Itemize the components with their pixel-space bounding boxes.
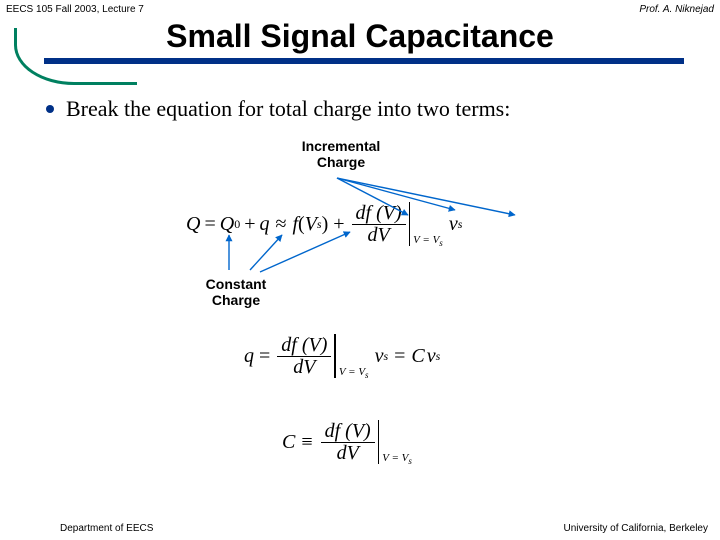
equation-total-charge: Q = Q0 + q ≈ f ( Vs ) + df (V) dV V = Vs…: [186, 202, 462, 246]
sym-q: q: [259, 213, 269, 236]
header-right: Prof. A. Niknejad: [639, 4, 714, 15]
equation-small-q: q = df (V) dV V = Vs vs = C vs: [244, 334, 440, 378]
eval-bar-icon: [409, 202, 411, 246]
bullet-text: Break the equation for total charge into…: [66, 96, 510, 122]
footer-right: University of California, Berkeley: [564, 523, 709, 534]
frac-den: dV: [363, 225, 393, 246]
slide-title: Small Signal Capacitance: [0, 18, 720, 55]
frac-dfdV-3: df (V) dV: [321, 421, 375, 464]
sym-eq2b: =: [394, 345, 405, 368]
eval-bar-icon: [378, 420, 380, 464]
sym-lpar: (: [298, 213, 305, 236]
label-constant-charge: ConstantCharge: [196, 276, 276, 308]
sym-Q0: Q: [220, 213, 234, 236]
sym-vs2: v: [427, 345, 436, 368]
frac-dfdV-1: df (V) dV: [352, 203, 406, 246]
frac-num: df (V): [277, 335, 331, 356]
bullet-row: Break the equation for total charge into…: [46, 96, 700, 122]
frac-num: df (V): [321, 421, 375, 442]
frac-num: df (V): [352, 203, 406, 224]
eval-sub: V = Vs: [339, 366, 369, 380]
frac-den: dV: [333, 443, 363, 464]
sym-eq2a: =: [259, 345, 270, 368]
sym-approx: ≈: [275, 213, 286, 236]
sym-rpar: ): [322, 213, 329, 236]
sym-plus2: +: [333, 213, 344, 236]
sym-plus1: +: [244, 213, 255, 236]
sym-C: C: [411, 345, 424, 368]
sym-Q0-sub: 0: [234, 217, 240, 232]
eval-sub: V = Vs: [413, 234, 443, 248]
bullet-dot-icon: [46, 105, 54, 113]
footer-left: Department of EECS: [60, 523, 153, 534]
sym-q2: q: [244, 345, 254, 368]
title-underline: [44, 58, 684, 64]
sym-vs2-sub: s: [436, 349, 441, 364]
sym-eq: =: [204, 213, 215, 236]
eval-bar-icon: [334, 334, 336, 378]
equation-C-def: C ≡ df (V) dV V = Vs: [282, 420, 412, 464]
sym-C3: C: [282, 431, 295, 454]
sym-vs-sub: s: [383, 349, 388, 364]
header-left: EECS 105 Fall 2003, Lecture 7: [6, 4, 144, 15]
sym-vs: v: [375, 345, 384, 368]
label-incremental-charge: IncrementalCharge: [296, 138, 386, 170]
sym-Q: Q: [186, 213, 200, 236]
sym-vs-tail-sub: s: [458, 217, 463, 232]
frac-den: dV: [289, 357, 319, 378]
sym-vs-tail: v: [449, 213, 458, 236]
eval-sub: V = Vs: [382, 452, 412, 466]
sym-Vs: V: [305, 213, 317, 236]
frac-dfdV-2: df (V) dV: [277, 335, 331, 378]
sym-defeq: ≡: [301, 431, 312, 454]
